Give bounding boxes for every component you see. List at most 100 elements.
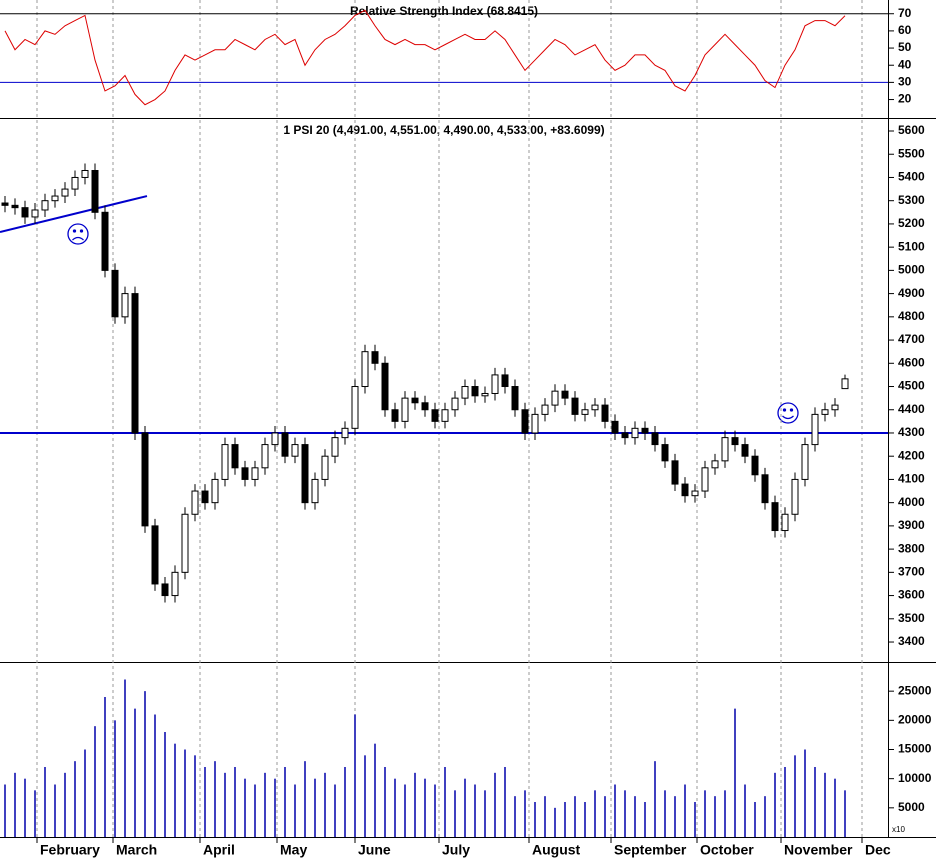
y-tick-label: 3800 bbox=[898, 541, 925, 555]
candle-body bbox=[31, 209, 39, 218]
y-tick-label: 4400 bbox=[898, 402, 925, 416]
candle-body bbox=[451, 397, 459, 411]
x-tick-label: February bbox=[40, 842, 100, 858]
y-tick-label: 20000 bbox=[898, 713, 932, 727]
candle-body bbox=[101, 211, 109, 271]
candle-body bbox=[371, 351, 379, 364]
candle-body bbox=[51, 195, 59, 202]
candle-body bbox=[581, 409, 589, 415]
candle-body bbox=[361, 351, 369, 388]
x-tick-label: March bbox=[116, 842, 157, 858]
x-tick-label: November bbox=[784, 842, 853, 858]
candle-body bbox=[751, 455, 759, 476]
y-tick-label: 50 bbox=[898, 40, 912, 54]
candle-body bbox=[841, 378, 849, 390]
candle-body bbox=[391, 409, 399, 422]
candle-body bbox=[411, 397, 419, 404]
y-tick-label: 3400 bbox=[898, 634, 925, 648]
y-tick-label: 15000 bbox=[898, 742, 932, 756]
candle-body bbox=[241, 467, 249, 480]
candle-body bbox=[441, 409, 449, 422]
x-tick-label: August bbox=[532, 842, 581, 858]
candle-body bbox=[431, 409, 439, 422]
x-tick-label: July bbox=[442, 842, 470, 858]
candle-body bbox=[421, 402, 429, 411]
sad-face bbox=[67, 223, 89, 245]
y-tick-label: 40 bbox=[898, 57, 912, 71]
candle-body bbox=[691, 490, 699, 497]
candle-body bbox=[211, 478, 219, 504]
candle-body bbox=[471, 386, 479, 397]
candle-body bbox=[161, 583, 169, 597]
candle-body bbox=[821, 409, 829, 415]
candle-body bbox=[651, 432, 659, 446]
y-tick-label: 5000 bbox=[898, 263, 925, 277]
candle-body bbox=[561, 390, 569, 399]
y-tick-label: 4100 bbox=[898, 472, 925, 486]
candle-body bbox=[661, 444, 669, 462]
y-tick-label: 4500 bbox=[898, 379, 925, 393]
y-tick-label: 4200 bbox=[898, 448, 925, 462]
candle-body bbox=[171, 571, 179, 597]
candle-body bbox=[111, 269, 119, 318]
candle-body bbox=[271, 432, 279, 446]
candle-body bbox=[231, 444, 239, 469]
y-tick-label: 10000 bbox=[898, 771, 932, 785]
rsi-line bbox=[4, 9, 846, 106]
y-tick-label: 70 bbox=[898, 6, 912, 20]
candle-body bbox=[481, 392, 489, 397]
candle-body bbox=[61, 188, 69, 197]
candle-body bbox=[381, 362, 389, 411]
candle-body bbox=[801, 444, 809, 480]
candle-body bbox=[141, 432, 149, 527]
candle-body bbox=[311, 478, 319, 504]
candle-body bbox=[621, 432, 629, 439]
y-tick-label: 5200 bbox=[898, 216, 925, 230]
y-tick-label: 4900 bbox=[898, 286, 925, 300]
candle-body bbox=[521, 409, 529, 434]
candle-body bbox=[461, 386, 469, 399]
y-tick-label: 4000 bbox=[898, 495, 925, 509]
candle-body bbox=[331, 437, 339, 457]
candle-body bbox=[301, 444, 309, 504]
x-tick-label: April bbox=[203, 842, 235, 858]
candle-body bbox=[191, 490, 199, 515]
happy-face bbox=[777, 402, 799, 424]
candle-body bbox=[511, 386, 519, 411]
candle-body bbox=[591, 404, 599, 411]
candle-body bbox=[351, 386, 359, 429]
candle-body bbox=[771, 502, 779, 532]
y-tick-label: 4600 bbox=[898, 355, 925, 369]
candle-body bbox=[741, 444, 749, 457]
candle-body bbox=[671, 460, 679, 485]
x-tick-label: May bbox=[280, 842, 307, 858]
candle-body bbox=[641, 427, 649, 434]
y-tick-label: 5600 bbox=[898, 123, 925, 137]
y-tick-label: 3900 bbox=[898, 518, 925, 532]
candle-body bbox=[1, 202, 9, 206]
y-tick-label: 20 bbox=[898, 92, 912, 106]
candle-body bbox=[41, 200, 49, 211]
candle-body bbox=[681, 483, 689, 497]
candle-body bbox=[11, 204, 19, 209]
y-tick-label: 5100 bbox=[898, 239, 925, 253]
candle-body bbox=[811, 413, 819, 446]
y-tick-label: 3600 bbox=[898, 588, 925, 602]
y-tick-label: 5500 bbox=[898, 146, 925, 160]
y-tick-label: 5400 bbox=[898, 170, 925, 184]
trendline bbox=[0, 195, 148, 234]
candle-body bbox=[711, 460, 719, 469]
candle-body bbox=[261, 444, 269, 469]
candle-body bbox=[291, 444, 299, 457]
candle-body bbox=[201, 490, 209, 504]
candle-body bbox=[831, 404, 839, 411]
candle-body bbox=[721, 437, 729, 462]
candle-body bbox=[611, 420, 619, 434]
candle-body bbox=[151, 525, 159, 585]
candle-body bbox=[491, 374, 499, 394]
candle-body bbox=[81, 169, 89, 178]
x-tick-label: September bbox=[614, 842, 687, 858]
candle-body bbox=[541, 404, 549, 415]
candle-body bbox=[631, 427, 639, 439]
